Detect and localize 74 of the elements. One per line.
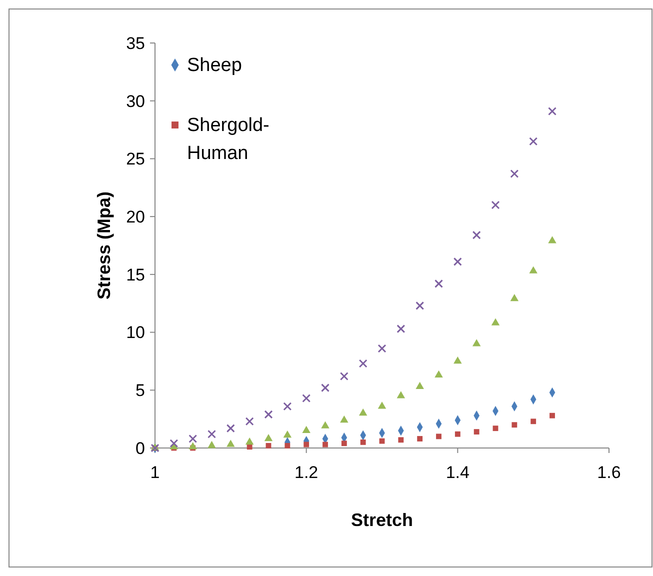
point <box>304 442 310 448</box>
point <box>510 170 519 178</box>
point <box>472 339 481 346</box>
point <box>208 440 216 448</box>
point <box>453 257 462 266</box>
point <box>360 440 366 445</box>
point <box>510 294 519 302</box>
point <box>302 426 310 434</box>
point <box>396 391 406 398</box>
point <box>266 442 272 448</box>
point <box>340 372 348 381</box>
point <box>208 430 216 438</box>
point <box>529 137 538 146</box>
point <box>341 440 347 446</box>
y-tick-label: 30 <box>126 92 145 111</box>
point <box>322 442 328 448</box>
point <box>188 434 198 443</box>
point <box>417 436 423 442</box>
point <box>472 230 481 240</box>
point <box>358 359 368 368</box>
point <box>550 412 555 418</box>
x-axis-title: Stretch <box>350 510 414 530</box>
point <box>416 382 424 390</box>
point <box>416 301 424 310</box>
point <box>396 324 406 334</box>
x-tick-label: 1.2 <box>294 463 318 482</box>
point <box>321 384 330 392</box>
point <box>379 438 385 444</box>
point <box>454 356 462 364</box>
y-tick-label: 35 <box>126 34 145 53</box>
legend-label: Shergold-Human <box>187 115 270 164</box>
point <box>245 437 254 445</box>
point <box>474 429 480 435</box>
point <box>492 426 498 432</box>
point <box>530 418 536 424</box>
point <box>548 107 556 116</box>
point <box>321 421 330 428</box>
x-tick-label: 1.6 <box>597 463 621 482</box>
point <box>358 408 368 416</box>
point <box>434 279 443 288</box>
y-tick-label: 0 <box>136 438 145 458</box>
point <box>512 422 518 428</box>
point <box>245 417 254 426</box>
y-tick-label: 25 <box>126 150 145 169</box>
point <box>246 444 252 450</box>
point <box>529 266 538 274</box>
point <box>188 442 197 450</box>
point <box>226 424 235 433</box>
point <box>548 236 556 244</box>
point <box>284 442 290 448</box>
point <box>436 434 442 440</box>
point <box>264 410 273 419</box>
x-tick-label: 1 <box>150 463 160 482</box>
x-tick-label: 1.4 <box>446 463 470 482</box>
point <box>302 394 311 402</box>
point <box>491 200 500 210</box>
point <box>434 370 443 378</box>
point <box>264 434 273 442</box>
point <box>378 344 386 353</box>
point <box>226 440 235 447</box>
y-tick-label: 10 <box>126 323 145 342</box>
y-tick-label: 5 <box>136 381 145 400</box>
point <box>491 318 500 326</box>
point <box>454 431 460 437</box>
y-axis-title: Stress (Mpa) <box>94 191 114 300</box>
point <box>283 430 292 438</box>
point <box>170 439 178 448</box>
point <box>340 415 348 423</box>
y-tick-label: 20 <box>126 208 145 227</box>
y-tick-label: 15 <box>126 265 145 284</box>
point <box>378 402 386 409</box>
point <box>283 402 292 411</box>
legend-label: Sheep <box>187 55 242 76</box>
point <box>398 437 404 443</box>
